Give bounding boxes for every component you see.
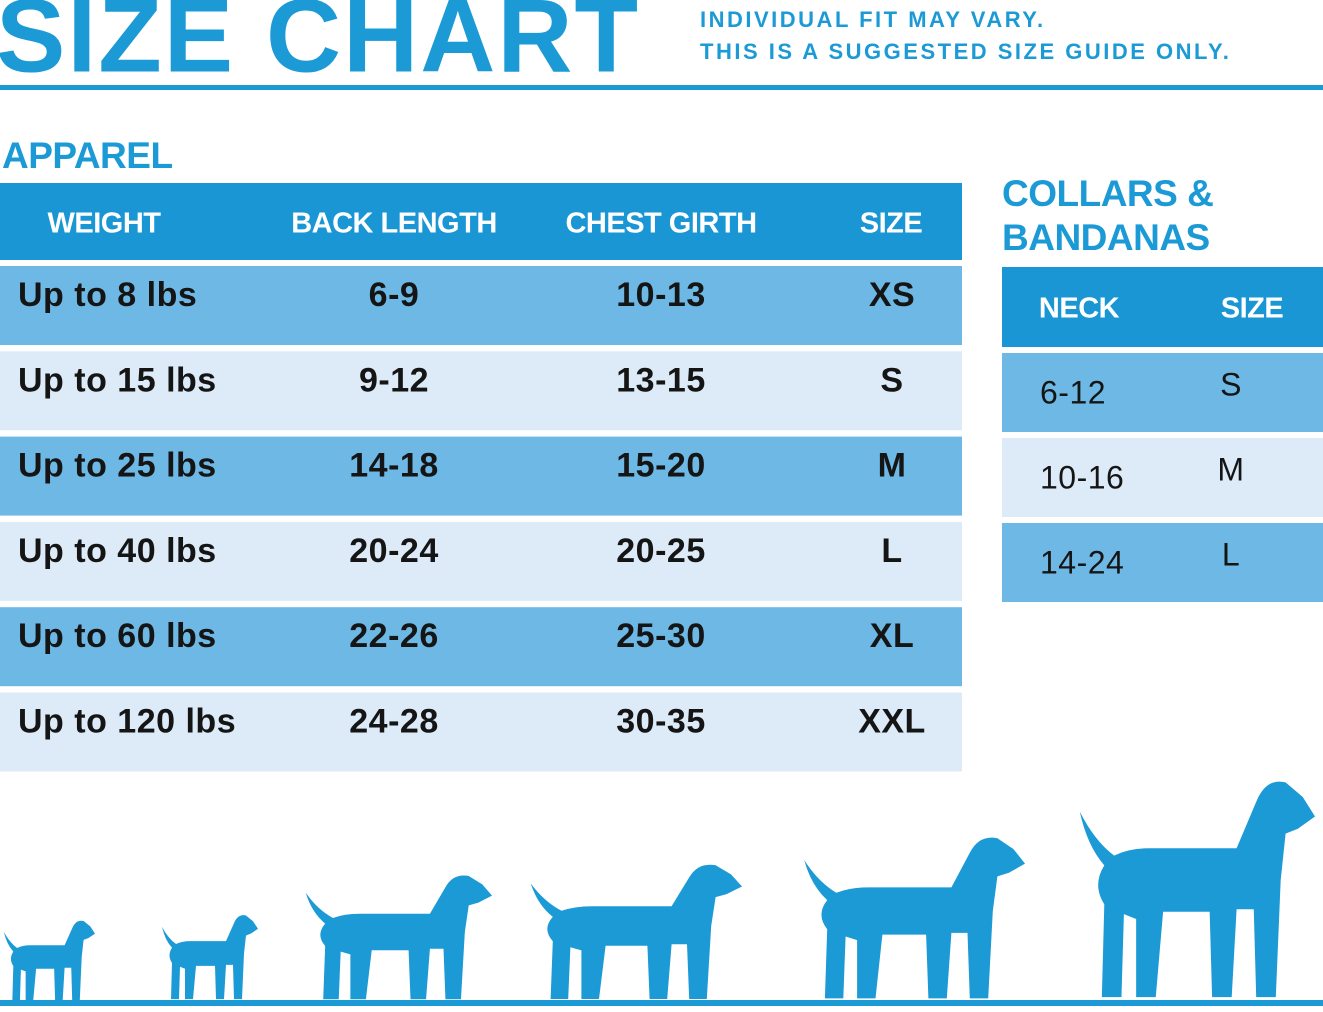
ground-line xyxy=(0,1000,1323,1006)
tables: WEIGHT BACK LENGTH CHEST GIRTH SIZE Up to 8 … xyxy=(0,183,1323,772)
section-title: APPAREL xyxy=(2,135,173,176)
table-cell: Up to 40 lbs xyxy=(18,532,217,570)
page-title: SIZE CHART xyxy=(0,0,640,94)
table-row xyxy=(0,521,962,601)
dog-silhouette xyxy=(3,920,96,1001)
table-row xyxy=(0,351,962,431)
table-cell: 20-24 xyxy=(349,532,438,570)
dog-silhouette xyxy=(1079,781,1315,998)
table-cell: S xyxy=(1220,366,1242,402)
section-title: COLLARS & xyxy=(1002,173,1213,214)
column-header: NECK xyxy=(1039,293,1120,325)
table-cell: XS xyxy=(869,276,915,314)
dog-silhouette xyxy=(162,915,258,1000)
dog-silhouette xyxy=(305,875,492,1000)
table-row xyxy=(0,607,962,687)
note: INDIVIDUAL FIT MAY VARY. xyxy=(700,7,1046,32)
dog-silhouette xyxy=(530,864,742,999)
note: THIS IS A SUGGESTED SIZE GUIDE ONLY. xyxy=(700,39,1231,64)
table-cell: Up to 120 lbs xyxy=(18,702,236,740)
column-header: SIZE xyxy=(860,208,923,240)
table-cell: XXL xyxy=(858,702,926,740)
table-cell: S xyxy=(880,361,903,399)
table-cell: Up to 15 lbs xyxy=(18,361,217,399)
table-cell: L xyxy=(1222,536,1240,572)
table-cell: 14-18 xyxy=(349,447,438,485)
table-cell: L xyxy=(881,532,902,570)
column-header: CHEST GIRTH xyxy=(565,208,756,240)
table-cell: 13-15 xyxy=(616,361,705,399)
table-cell: XL xyxy=(870,617,914,655)
table-header xyxy=(1002,267,1323,347)
table-cell: 25-30 xyxy=(616,617,705,655)
table-cell: 10-16 xyxy=(1040,459,1124,495)
table-cell: 6-12 xyxy=(1040,374,1106,410)
column-header: BACK LENGTH xyxy=(291,208,497,240)
dog-illustrations xyxy=(3,781,1315,1001)
table-cell: M xyxy=(878,447,907,485)
table-cell: 6-9 xyxy=(369,276,420,314)
table-row xyxy=(1002,523,1323,602)
table-row xyxy=(0,266,962,345)
table-cell: 22-26 xyxy=(349,617,438,655)
table-row xyxy=(0,692,962,772)
table-row xyxy=(0,436,962,516)
column-header: WEIGHT xyxy=(48,208,162,240)
table-cell: Up to 60 lbs xyxy=(18,617,217,655)
table-cell: M xyxy=(1217,451,1244,487)
dog-silhouette xyxy=(804,837,1025,999)
table-header xyxy=(0,183,962,260)
divider xyxy=(0,85,1323,90)
table-cell: Up to 25 lbs xyxy=(18,447,217,485)
table-cell: 10-13 xyxy=(616,276,705,314)
table-cell: 24-28 xyxy=(349,702,438,740)
table-cell: 9-12 xyxy=(359,361,429,399)
table-cell: Up to 8 lbs xyxy=(18,276,197,314)
section-title: BANDANAS xyxy=(1002,217,1210,258)
table-row xyxy=(1002,438,1323,517)
table-cell: 20-25 xyxy=(616,532,705,570)
column-header: SIZE xyxy=(1221,293,1284,325)
table-cell: 14-24 xyxy=(1040,544,1124,580)
table-cell: 15-20 xyxy=(616,447,705,485)
table-cell: 30-35 xyxy=(616,702,705,740)
table-row xyxy=(1002,353,1323,432)
